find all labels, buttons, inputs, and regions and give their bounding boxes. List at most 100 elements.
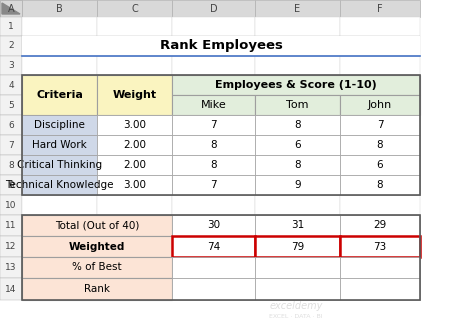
Text: Technical Knowledge: Technical Knowledge xyxy=(5,180,114,190)
Bar xyxy=(0,278,22,300)
Bar xyxy=(255,236,340,257)
Bar xyxy=(97,155,172,175)
Bar xyxy=(22,17,97,36)
Bar xyxy=(0,135,22,155)
Text: 79: 79 xyxy=(291,242,304,252)
Bar xyxy=(97,56,172,75)
Bar xyxy=(255,257,340,278)
Bar xyxy=(22,236,97,257)
Bar xyxy=(172,0,255,17)
Bar xyxy=(97,95,172,115)
Text: 10: 10 xyxy=(5,201,17,210)
Bar xyxy=(340,95,420,115)
Bar xyxy=(0,175,22,195)
Text: Discipline: Discipline xyxy=(34,120,85,130)
Bar xyxy=(22,236,172,257)
Bar xyxy=(340,236,420,257)
Text: 8: 8 xyxy=(377,180,383,190)
Bar xyxy=(340,236,420,257)
Text: 7: 7 xyxy=(210,180,217,190)
Bar xyxy=(172,115,255,135)
Bar xyxy=(0,36,22,56)
Bar xyxy=(172,175,255,195)
Bar xyxy=(340,215,420,236)
Bar xyxy=(340,257,420,278)
Text: 6: 6 xyxy=(377,160,383,170)
Bar xyxy=(0,115,22,135)
Text: Rank: Rank xyxy=(84,284,110,294)
Bar xyxy=(255,175,340,195)
Bar xyxy=(0,257,22,278)
Bar xyxy=(172,135,255,155)
Text: 2.00: 2.00 xyxy=(123,140,146,150)
Bar xyxy=(340,175,420,195)
Bar xyxy=(97,236,172,257)
Bar xyxy=(255,115,340,135)
Bar xyxy=(22,155,97,175)
Text: 11: 11 xyxy=(5,221,17,230)
Bar xyxy=(0,236,22,257)
Bar xyxy=(97,115,172,135)
Bar xyxy=(22,36,420,56)
Text: 12: 12 xyxy=(5,242,17,251)
Bar xyxy=(172,155,255,175)
Bar xyxy=(172,95,255,115)
Bar xyxy=(255,17,340,36)
Bar xyxy=(97,175,172,195)
Text: Rank Employees: Rank Employees xyxy=(160,39,283,53)
Bar xyxy=(97,195,172,215)
Text: B: B xyxy=(56,4,63,14)
Bar xyxy=(255,36,340,56)
Text: Criteria: Criteria xyxy=(36,90,83,100)
Bar xyxy=(255,0,340,17)
Bar xyxy=(0,0,22,17)
Bar xyxy=(22,56,97,75)
Text: Tom: Tom xyxy=(286,100,309,110)
Bar xyxy=(172,17,255,36)
Bar xyxy=(97,135,172,155)
Bar xyxy=(22,257,172,278)
Text: 2: 2 xyxy=(8,41,14,50)
Text: 1: 1 xyxy=(8,22,14,31)
Text: EXCEL · DATA · BI: EXCEL · DATA · BI xyxy=(269,314,323,318)
Text: E: E xyxy=(294,4,301,14)
Text: 6: 6 xyxy=(8,120,14,130)
Text: 8: 8 xyxy=(377,140,383,150)
Bar xyxy=(340,175,420,195)
Bar xyxy=(255,278,340,300)
Text: 7: 7 xyxy=(210,120,217,130)
Text: 9: 9 xyxy=(294,180,301,190)
Text: 3.00: 3.00 xyxy=(123,180,146,190)
Bar xyxy=(255,195,340,215)
Bar xyxy=(172,75,255,95)
Bar xyxy=(97,135,172,155)
Bar xyxy=(172,278,255,300)
Bar xyxy=(255,75,340,95)
Text: 73: 73 xyxy=(374,242,387,252)
Text: 14: 14 xyxy=(5,285,17,294)
Bar xyxy=(340,17,420,36)
Bar xyxy=(22,215,97,236)
Bar xyxy=(172,75,420,95)
Bar xyxy=(97,115,172,135)
Bar xyxy=(172,236,255,257)
Text: Weighted: Weighted xyxy=(69,242,125,252)
Bar xyxy=(255,135,340,155)
Text: 8: 8 xyxy=(210,160,217,170)
Bar xyxy=(97,175,172,195)
Bar xyxy=(340,155,420,175)
Bar xyxy=(22,195,97,215)
Bar xyxy=(255,56,340,75)
Bar xyxy=(22,278,97,300)
Bar xyxy=(255,135,340,155)
Text: 2.00: 2.00 xyxy=(123,160,146,170)
Bar xyxy=(0,195,22,215)
Bar xyxy=(0,56,22,75)
Bar xyxy=(97,75,172,95)
Bar xyxy=(340,56,420,75)
Text: John: John xyxy=(368,100,392,110)
Bar xyxy=(97,278,172,300)
Text: 7: 7 xyxy=(377,120,383,130)
Bar xyxy=(97,0,172,17)
Bar xyxy=(97,215,172,236)
